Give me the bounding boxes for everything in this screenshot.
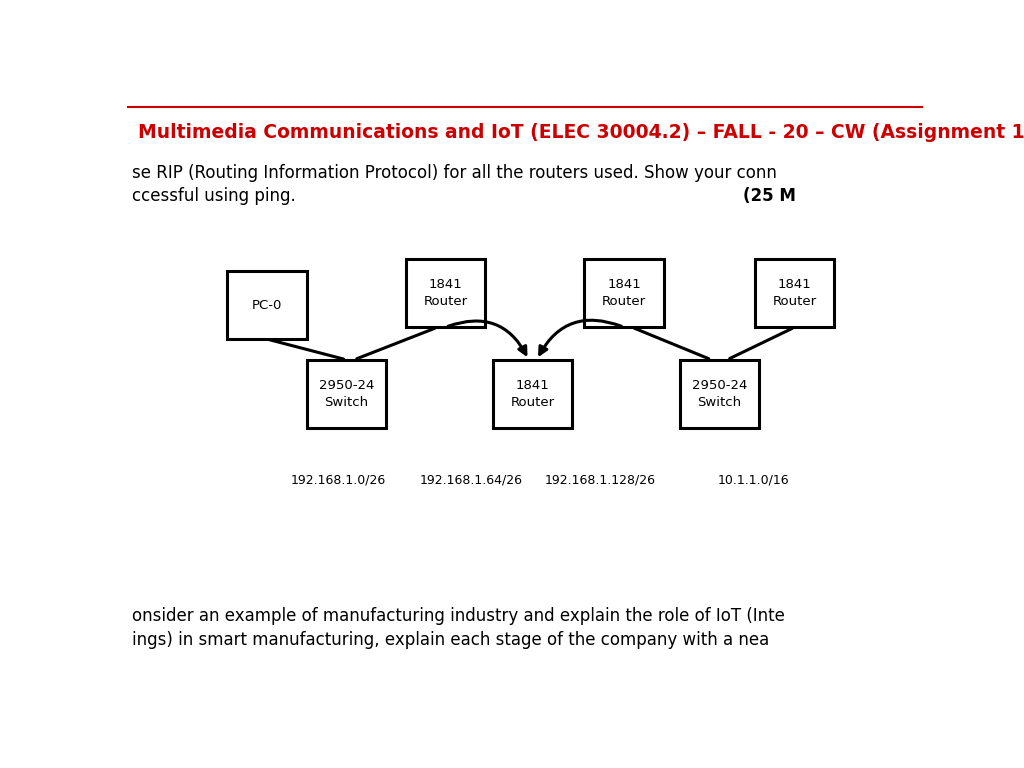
FancyArrowPatch shape <box>540 320 622 354</box>
FancyBboxPatch shape <box>755 260 835 327</box>
FancyArrowPatch shape <box>449 321 526 354</box>
FancyBboxPatch shape <box>306 359 386 428</box>
FancyBboxPatch shape <box>585 260 664 327</box>
Text: 1841
Router: 1841 Router <box>511 379 555 409</box>
Text: 1841
Router: 1841 Router <box>423 278 468 308</box>
Text: ccessful using ping.: ccessful using ping. <box>132 187 296 205</box>
Text: ings) in smart manufacturing, explain each stage of the company with a nea: ings) in smart manufacturing, explain ea… <box>132 631 769 650</box>
Text: 1841
Router: 1841 Router <box>772 278 817 308</box>
Text: 192.168.1.0/26: 192.168.1.0/26 <box>291 473 386 486</box>
FancyBboxPatch shape <box>406 260 485 327</box>
Text: onsider an example of manufacturing industry and explain the role of IoT (Inte: onsider an example of manufacturing indu… <box>132 607 784 624</box>
Text: PC-0: PC-0 <box>252 299 282 312</box>
Text: 2950-24
Switch: 2950-24 Switch <box>318 379 374 409</box>
Text: 192.168.1.64/26: 192.168.1.64/26 <box>420 473 522 486</box>
Text: 192.168.1.128/26: 192.168.1.128/26 <box>545 473 655 486</box>
Text: se RIP (Routing Information Protocol) for all the routers used. Show your conn: se RIP (Routing Information Protocol) fo… <box>132 164 777 182</box>
Text: 10.1.1.0/16: 10.1.1.0/16 <box>718 473 790 486</box>
Text: 1841
Router: 1841 Router <box>602 278 646 308</box>
FancyBboxPatch shape <box>227 271 306 339</box>
Text: (25 M: (25 M <box>743 187 796 205</box>
Text: Multimedia Communications and IoT (ELEC 30004.2) – FALL - 20 – CW (Assignment 1): Multimedia Communications and IoT (ELEC … <box>137 123 1024 142</box>
Text: 2950-24
Switch: 2950-24 Switch <box>691 379 746 409</box>
FancyBboxPatch shape <box>494 359 572 428</box>
FancyBboxPatch shape <box>680 359 759 428</box>
